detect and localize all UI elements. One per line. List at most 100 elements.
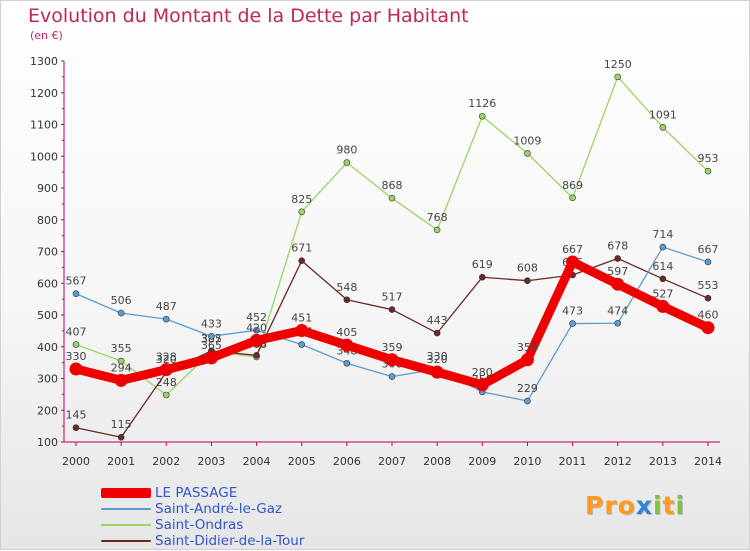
data-point: [388, 194, 396, 202]
data-label: 355: [111, 342, 132, 355]
data-point: [204, 351, 218, 365]
y-tick-label: 1000: [30, 150, 58, 163]
data-point: [72, 341, 80, 348]
x-tick-label: 2000: [62, 455, 90, 468]
x-tick-label: 2011: [559, 455, 587, 468]
y-tick-label: 400: [37, 341, 58, 354]
data-label: 517: [382, 291, 403, 304]
data-point: [701, 321, 715, 335]
data-point: [343, 359, 351, 367]
data-point: [566, 255, 580, 269]
data-point: [524, 277, 531, 285]
data-label: 825: [291, 193, 312, 206]
data-label: 320: [427, 353, 448, 366]
legend-swatch: [101, 488, 151, 498]
x-tick-label: 2001: [107, 455, 135, 468]
data-label: 330: [427, 350, 448, 363]
data-label: 420: [246, 321, 267, 334]
data-label: 671: [291, 242, 312, 255]
data-point: [117, 309, 125, 317]
legend-label: Saint-Ondras: [155, 517, 244, 533]
data-point: [343, 159, 351, 166]
data-point: [433, 226, 441, 234]
data-point: [162, 391, 170, 399]
data-label: 330: [66, 350, 87, 363]
data-label: 452: [246, 311, 267, 324]
data-point: [614, 73, 622, 81]
proxiti-logo: Proxiti: [585, 491, 685, 520]
data-label: 614: [652, 260, 673, 273]
data-point: [430, 365, 444, 379]
data-label: 145: [66, 409, 87, 422]
data-label: 667: [698, 243, 719, 256]
data-point: [208, 332, 215, 340]
x-tick-label: 2008: [423, 455, 451, 468]
data-label: 294: [111, 361, 132, 374]
data-label: 527: [652, 287, 673, 300]
data-point: [298, 208, 306, 216]
data-label: 487: [156, 300, 177, 313]
data-point: [295, 324, 309, 338]
data-label: 460: [698, 309, 719, 322]
data-point: [253, 326, 260, 334]
data-label: 567: [66, 275, 87, 288]
data-label: 328: [156, 351, 177, 364]
data-label: 229: [517, 382, 538, 395]
data-label: 597: [607, 265, 628, 278]
data-point: [69, 362, 83, 376]
y-tick-label: 1100: [30, 119, 58, 132]
data-label: 473: [562, 305, 583, 318]
logo-part: i: [675, 491, 686, 520]
data-label: 869: [562, 179, 583, 192]
data-point: [704, 258, 712, 266]
data-label: 1126: [468, 97, 496, 110]
logo-part: i: [652, 491, 663, 520]
y-tick-label: 700: [37, 246, 58, 259]
data-point: [298, 257, 306, 265]
data-label: 953: [698, 152, 719, 165]
data-label: 714: [652, 228, 673, 241]
logo-part: t: [662, 491, 676, 520]
x-tick-label: 2003: [197, 455, 225, 468]
data-point: [250, 333, 264, 347]
data-label: 678: [607, 239, 628, 252]
x-tick-label: 2007: [378, 455, 406, 468]
data-label: 474: [607, 304, 628, 317]
data-point: [162, 315, 170, 323]
data-point: [340, 338, 354, 352]
data-label: 359: [382, 341, 403, 354]
data-point: [524, 397, 531, 405]
data-label: 443: [427, 314, 448, 327]
data-point: [433, 329, 441, 337]
data-label: 619: [472, 258, 493, 271]
data-label: 320: [156, 353, 177, 366]
x-tick-label: 2006: [333, 455, 361, 468]
y-tick-label: 600: [37, 277, 58, 290]
legend-swatch: [101, 524, 151, 526]
data-label: 1250: [604, 58, 632, 71]
data-point: [569, 320, 576, 327]
x-tick-label: 2012: [604, 455, 632, 468]
data-point: [72, 424, 80, 432]
y-tick-label: 800: [37, 214, 58, 227]
data-label: 667: [562, 243, 583, 256]
data-label: 980: [336, 144, 357, 157]
data-point: [159, 363, 173, 377]
data-point: [520, 353, 534, 367]
data-point: [253, 352, 260, 359]
data-label: 405: [336, 326, 357, 339]
data-point: [569, 194, 576, 202]
x-tick-label: 2013: [649, 455, 677, 468]
data-point: [385, 353, 399, 367]
legend-swatch: [101, 540, 151, 542]
data-point: [614, 319, 622, 327]
data-point: [659, 275, 667, 283]
data-label: 451: [291, 312, 312, 325]
data-label: 506: [111, 294, 132, 307]
data-point: [478, 112, 486, 120]
y-tick-label: 1200: [30, 87, 58, 100]
y-tick-label: 300: [37, 373, 58, 386]
data-label: 359: [517, 341, 538, 354]
